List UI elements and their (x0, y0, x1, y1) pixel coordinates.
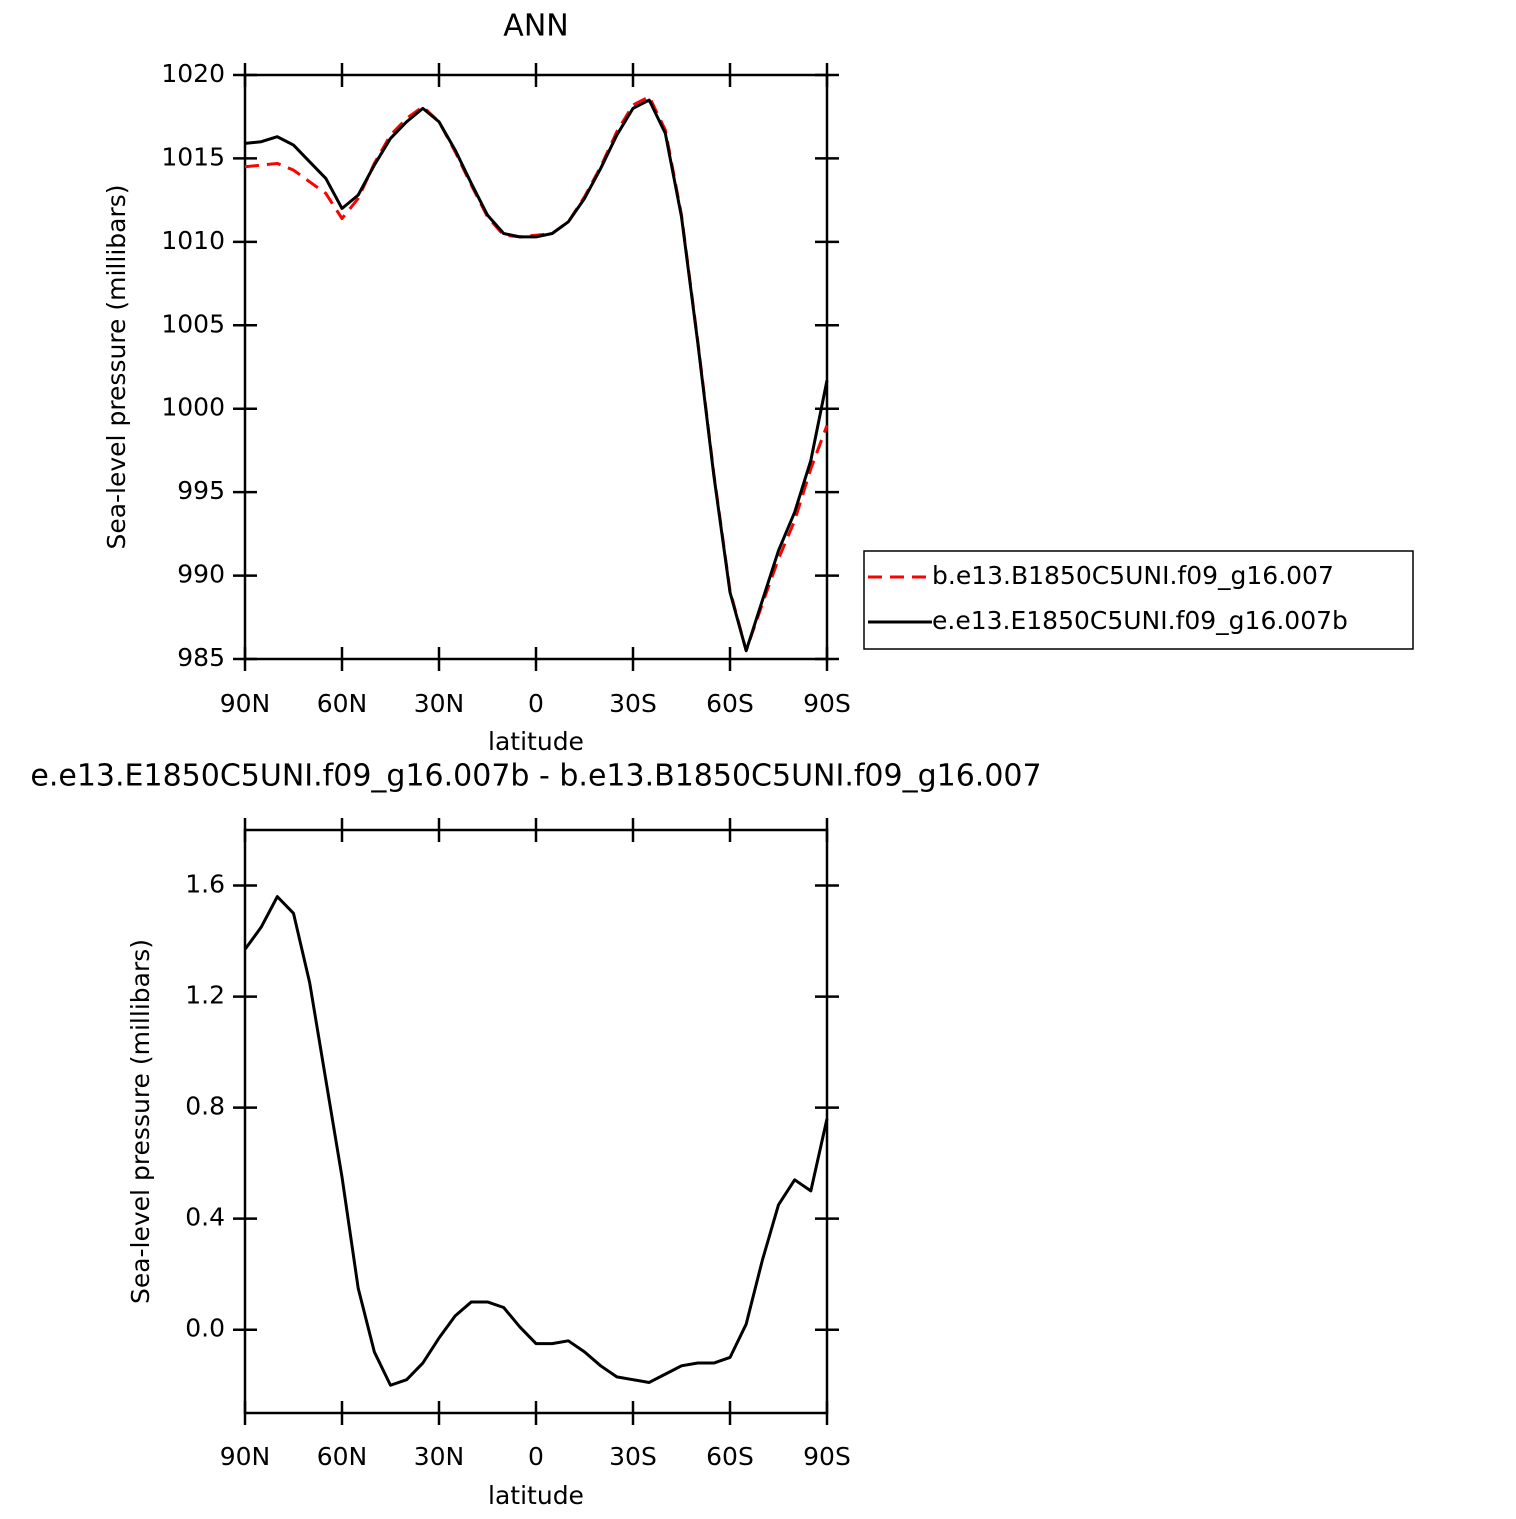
x-tick-label: 0 (528, 689, 544, 718)
y-tick-label: 1015 (161, 142, 225, 171)
x-tick-label: 90N (220, 1442, 271, 1471)
x-tick-label: 90S (803, 1442, 851, 1471)
plot-frame (243, 73, 829, 661)
x-tick-label: 30S (609, 689, 657, 718)
x-tick-label: 60S (706, 689, 754, 718)
chart-title: e.e13.E1850C5UNI.f09_g16.007b - b.e13.B1… (30, 759, 1041, 794)
y-tick-label: 1.6 (185, 870, 225, 899)
legend-label: e.e13.E1850C5UNI.f09_g16.007b (932, 606, 1348, 635)
y-axis-label: Sea-level pressure (millibars) (102, 184, 131, 549)
x-tick-label: 90S (803, 689, 851, 718)
y-axis-label: Sea-level pressure (millibars) (126, 939, 155, 1304)
y-tick-label: 985 (177, 643, 225, 672)
y-tick-label: 1020 (161, 59, 225, 88)
legend-label: b.e13.B1850C5UNI.f09_g16.007 (932, 561, 1334, 590)
y-tick-label: 0.8 (185, 1092, 225, 1121)
chart-title: ANN (503, 9, 568, 44)
y-tick-label: 1010 (161, 226, 225, 255)
y-tick-label: 1.2 (185, 981, 225, 1010)
series-line (244, 98, 829, 653)
x-tick-label: 60S (706, 1442, 754, 1471)
x-tick-label: 30N (414, 689, 465, 718)
y-tick-label: 0.0 (185, 1314, 225, 1343)
x-tick-label: 90N (220, 689, 271, 718)
x-tick-label: 30S (609, 1442, 657, 1471)
y-tick-label: 1005 (161, 309, 225, 338)
series-line (244, 95, 829, 653)
series-line (243, 895, 829, 1387)
y-tick-label: 990 (177, 560, 225, 589)
x-axis-label: latitude (488, 727, 584, 756)
y-tick-label: 0.4 (185, 1203, 225, 1232)
y-tick-label: 995 (177, 476, 225, 505)
x-tick-label: 0 (528, 1442, 544, 1471)
legend-box (863, 550, 1414, 650)
x-tick-label: 60N (317, 689, 368, 718)
y-tick-label: 1000 (161, 393, 225, 422)
x-axis-label: latitude (488, 1481, 584, 1510)
x-tick-label: 30N (414, 1442, 465, 1471)
x-tick-label: 60N (317, 1442, 368, 1471)
